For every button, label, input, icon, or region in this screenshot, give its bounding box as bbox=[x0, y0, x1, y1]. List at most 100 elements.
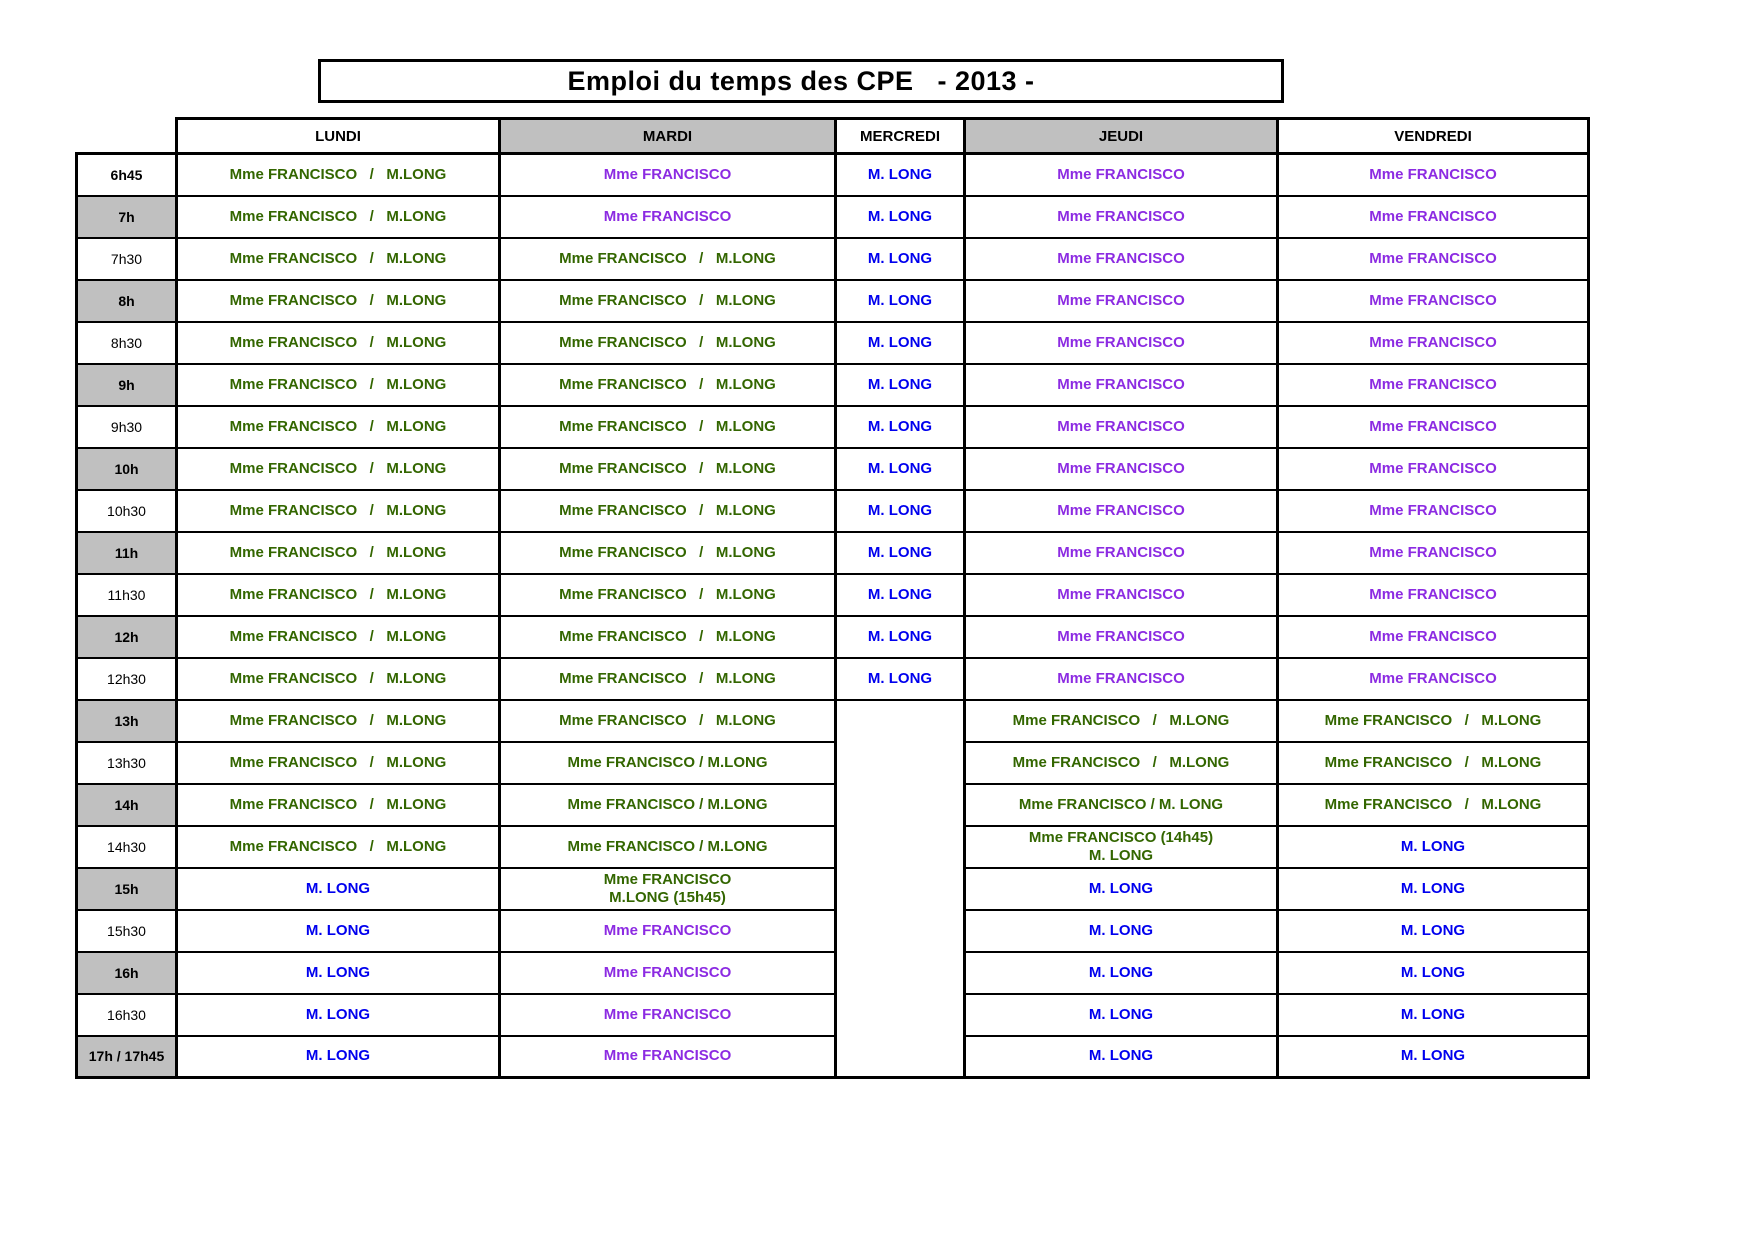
schedule-cell-lundi-10h30: Mme FRANCISCO / M.LONG bbox=[175, 488, 501, 533]
time-label: 14h30 bbox=[75, 824, 178, 869]
schedule-cell-mardi-15h30: Mme FRANCISCO bbox=[498, 908, 837, 953]
schedule-cell-jeudi-10h: Mme FRANCISCO bbox=[963, 446, 1279, 491]
time-label: 8h bbox=[75, 278, 178, 323]
schedule-cell-vendredi-7h30: Mme FRANCISCO bbox=[1276, 236, 1590, 281]
schedule-cell-lundi-9h30: Mme FRANCISCO / M.LONG bbox=[175, 404, 501, 449]
schedule-cell-vendredi-12h: Mme FRANCISCO bbox=[1276, 614, 1590, 659]
schedule-cell-mardi-12h30: Mme FRANCISCO / M.LONG bbox=[498, 656, 837, 701]
table-row: 7h Mme FRANCISCO / M.LONG Mme FRANCISCO M. … bbox=[75, 194, 1590, 239]
schedule-cell-mardi-14h30: Mme FRANCISCO / M.LONG bbox=[498, 824, 837, 869]
table-row: 9h Mme FRANCISCO / M.LONG Mme FRANCISCO / … bbox=[75, 362, 1590, 407]
day-header-mercredi: MERCREDI bbox=[834, 117, 966, 155]
schedule-cell-jeudi-14h30: Mme FRANCISCO (14h45) M. LONG bbox=[963, 824, 1279, 869]
schedule-cell-mercredi-7h30: M. LONG bbox=[834, 236, 966, 281]
table-row: 12h30 Mme FRANCISCO / M.LONG Mme FRANCISCO… bbox=[75, 656, 1590, 701]
time-label: 11h bbox=[75, 530, 178, 575]
schedule-cell-jeudi-8h30: Mme FRANCISCO bbox=[963, 320, 1279, 365]
schedule-cell-jeudi-12h30: Mme FRANCISCO bbox=[963, 656, 1279, 701]
schedule-cell-mercredi-9h30: M. LONG bbox=[834, 404, 966, 449]
schedule-cell-vendredi-13h: Mme FRANCISCO / M.LONG bbox=[1276, 698, 1590, 743]
schedule-cell-lundi-14h: Mme FRANCISCO / M.LONG bbox=[175, 782, 501, 827]
schedule-cell-lundi-15h30: M. LONG bbox=[175, 908, 501, 953]
time-label: 13h bbox=[75, 698, 178, 743]
schedule-cell-mercredi-9h: M. LONG bbox=[834, 362, 966, 407]
schedule-cell-jeudi-17h17h45: M. LONG bbox=[963, 1034, 1279, 1079]
schedule-cell-vendredi-14h30: M. LONG bbox=[1276, 824, 1590, 869]
time-label: 7h30 bbox=[75, 236, 178, 281]
schedule-cell-lundi-10h: Mme FRANCISCO / M.LONG bbox=[175, 446, 501, 491]
schedule-cell-vendredi-10h30: Mme FRANCISCO bbox=[1276, 488, 1590, 533]
schedule-cell-mardi-6h45: Mme FRANCISCO bbox=[498, 152, 837, 197]
schedule-cell-jeudi-7h30: Mme FRANCISCO bbox=[963, 236, 1279, 281]
schedule-cell-vendredi-8h: Mme FRANCISCO bbox=[1276, 278, 1590, 323]
schedule-cell-vendredi-13h30: Mme FRANCISCO / M.LONG bbox=[1276, 740, 1590, 785]
table-row: 7h30 Mme FRANCISCO / M.LONG Mme FRANCISCO … bbox=[75, 236, 1590, 281]
schedule-cell-jeudi-9h: Mme FRANCISCO bbox=[963, 362, 1279, 407]
time-label: 6h45 bbox=[75, 152, 178, 197]
schedule-cell-jeudi-7h: Mme FRANCISCO bbox=[963, 194, 1279, 239]
schedule-cell-mardi-10h30: Mme FRANCISCO / M.LONG bbox=[498, 488, 837, 533]
schedule-cell-vendredi-14h: Mme FRANCISCO / M.LONG bbox=[1276, 782, 1590, 827]
table-row: 10h30 Mme FRANCISCO / M.LONG Mme FRANCISCO… bbox=[75, 488, 1590, 533]
schedule-cell-mercredi-12h: M. LONG bbox=[834, 614, 966, 659]
schedule-cell-mardi-7h: Mme FRANCISCO bbox=[498, 194, 837, 239]
schedule-cell-jeudi-8h: Mme FRANCISCO bbox=[963, 278, 1279, 323]
schedule-cell-mardi-11h30: Mme FRANCISCO / M.LONG bbox=[498, 572, 837, 617]
table-row: 11h Mme FRANCISCO / M.LONG Mme FRANCISCO /… bbox=[75, 530, 1590, 575]
schedule-cell-jeudi-10h30: Mme FRANCISCO bbox=[963, 488, 1279, 533]
schedule-cell-vendredi-16h30: M. LONG bbox=[1276, 992, 1590, 1037]
schedule-cell-mardi-14h: Mme FRANCISCO / M.LONG bbox=[498, 782, 837, 827]
schedule-cell-lundi-8h30: Mme FRANCISCO / M.LONG bbox=[175, 320, 501, 365]
schedule-cell-lundi-6h45: Mme FRANCISCO / M.LONG bbox=[175, 152, 501, 197]
time-label: 12h30 bbox=[75, 656, 178, 701]
schedule-cell-mardi-12h: Mme FRANCISCO / M.LONG bbox=[498, 614, 837, 659]
schedule-cell-lundi-13h: Mme FRANCISCO / M.LONG bbox=[175, 698, 501, 743]
time-label: 10h bbox=[75, 446, 178, 491]
time-label: 9h bbox=[75, 362, 178, 407]
schedule-cell-lundi-16h: M. LONG bbox=[175, 950, 501, 995]
page-title: Emploi du temps des CPE - 2013 - bbox=[567, 65, 1035, 96]
schedule-cell-mardi-13h: Mme FRANCISCO / M.LONG bbox=[498, 698, 837, 743]
table-row: 8h Mme FRANCISCO / M.LONG Mme FRANCISCO / … bbox=[75, 278, 1590, 323]
schedule-cell-jeudi-16h30: M. LONG bbox=[963, 992, 1279, 1037]
table-row: 16h M. LONG Mme FRANCISCO M. LONG M. LONG bbox=[75, 950, 1590, 995]
table-row: 15h30 M. LONG Mme FRANCISCO M. LONG M. LONG bbox=[75, 908, 1590, 953]
schedule-cell-lundi-8h: Mme FRANCISCO / M.LONG bbox=[175, 278, 501, 323]
table-row: 14h30 Mme FRANCISCO / M.LONG Mme FRANCISCO… bbox=[75, 824, 1590, 869]
time-label: 10h30 bbox=[75, 488, 178, 533]
schedule-cell-jeudi-15h30: M. LONG bbox=[963, 908, 1279, 953]
schedule-cell-mardi-13h30: Mme FRANCISCO / M.LONG bbox=[498, 740, 837, 785]
time-label: 16h30 bbox=[75, 992, 178, 1037]
schedule-cell-mercredi-11h30: M. LONG bbox=[834, 572, 966, 617]
time-label: 8h30 bbox=[75, 320, 178, 365]
schedule-cell-mercredi-7h: M. LONG bbox=[834, 194, 966, 239]
schedule-cell-lundi-15h: M. LONG bbox=[175, 866, 501, 911]
schedule-cell-mercredi-11h: M. LONG bbox=[834, 530, 966, 575]
schedule-cell-mardi-16h: Mme FRANCISCO bbox=[498, 950, 837, 995]
title-box: Emploi du temps des CPE - 2013 - bbox=[318, 59, 1284, 103]
schedule-cell-lundi-13h30: Mme FRANCISCO / M.LONG bbox=[175, 740, 501, 785]
time-label: 17h / 17h45 bbox=[75, 1034, 178, 1079]
schedule-cell-lundi-16h30: M. LONG bbox=[175, 992, 501, 1037]
time-label: 11h30 bbox=[75, 572, 178, 617]
schedule-cell-jeudi-13h30: Mme FRANCISCO / M.LONG bbox=[963, 740, 1279, 785]
schedule-cell-jeudi-14h: Mme FRANCISCO / M. LONG bbox=[963, 782, 1279, 827]
schedule-cell-mercredi-10h30: M. LONG bbox=[834, 488, 966, 533]
time-label: 15h bbox=[75, 866, 178, 911]
schedule-cell-mercredi-10h: M. LONG bbox=[834, 446, 966, 491]
schedule-cell-mardi-10h: Mme FRANCISCO / M.LONG bbox=[498, 446, 837, 491]
schedule-cell-jeudi-11h: Mme FRANCISCO bbox=[963, 530, 1279, 575]
schedule-cell-lundi-14h30: Mme FRANCISCO / M.LONG bbox=[175, 824, 501, 869]
schedule-cell-mercredi-13h bbox=[834, 698, 966, 1079]
schedule-cell-vendredi-9h30: Mme FRANCISCO bbox=[1276, 404, 1590, 449]
timetable-body: 6h45 Mme FRANCISCO / M.LONG Mme FRANCISCO M… bbox=[75, 152, 1590, 1079]
day-header-lundi: LUNDI bbox=[175, 117, 501, 155]
time-label: 7h bbox=[75, 194, 178, 239]
table-row: 15h M. LONG Mme FRANCISCO M.LONG (15h45) M.… bbox=[75, 866, 1590, 911]
table-row: 9h30 Mme FRANCISCO / M.LONG Mme FRANCISCO … bbox=[75, 404, 1590, 449]
schedule-cell-vendredi-15h30: M. LONG bbox=[1276, 908, 1590, 953]
schedule-cell-mardi-11h: Mme FRANCISCO / M.LONG bbox=[498, 530, 837, 575]
schedule-cell-jeudi-11h30: Mme FRANCISCO bbox=[963, 572, 1279, 617]
timetable-header: LUNDI MARDI MERCREDI JEUDI VENDREDI bbox=[76, 117, 1590, 155]
schedule-cell-vendredi-11h: Mme FRANCISCO bbox=[1276, 530, 1590, 575]
